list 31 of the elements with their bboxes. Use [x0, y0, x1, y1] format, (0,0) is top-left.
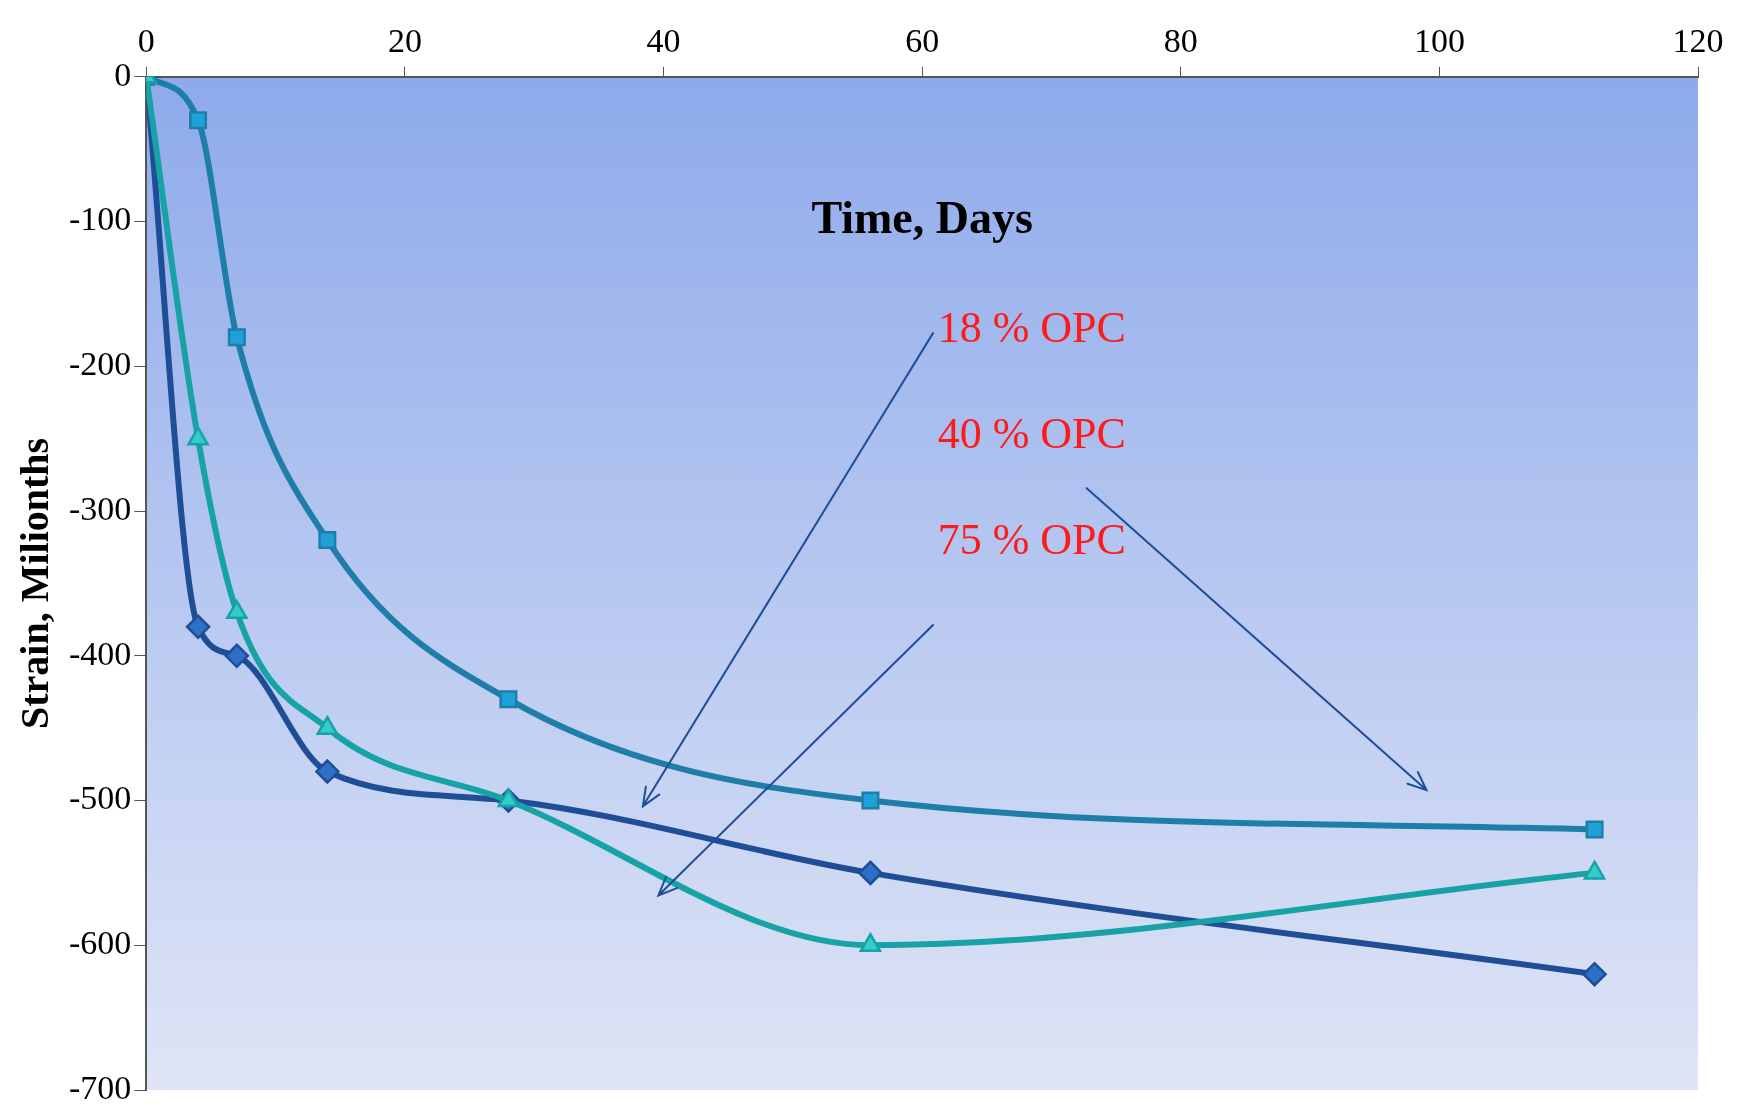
point — [861, 791, 880, 810]
y-tick-label: -700 — [68, 1068, 132, 1106]
y-axis-title: Strain, Milionths — [12, 437, 58, 729]
y-tick-label: -200 — [68, 345, 132, 383]
y-tick-label: -600 — [68, 924, 132, 962]
x-tick-label: 80 — [1163, 22, 1198, 60]
point — [499, 690, 518, 709]
x-tick-label: 120 — [1672, 22, 1724, 60]
y-tick-label: 0 — [114, 55, 132, 93]
y-tick-label: -500 — [68, 779, 132, 817]
x-tick-label: 20 — [387, 22, 422, 60]
x-axis-title: Time, Days — [811, 191, 1033, 243]
point — [185, 614, 211, 640]
point — [315, 759, 340, 784]
point — [1582, 961, 1607, 987]
y-tick-label: -100 — [68, 200, 132, 238]
y-tick-label: -400 — [68, 634, 132, 672]
point — [858, 860, 883, 886]
point — [227, 328, 246, 347]
x-tick-label: 100 — [1413, 22, 1465, 60]
annotation: 18 % OPC — [937, 302, 1126, 352]
point — [318, 530, 337, 550]
annotation: 75 % OPC — [937, 515, 1126, 565]
x-tick-label: 40 — [646, 22, 681, 60]
point — [1585, 820, 1604, 839]
annotation: 40 % OPC — [937, 409, 1126, 459]
x-tick-label: 0 — [137, 22, 155, 60]
x-tick-label: 60 — [905, 22, 940, 60]
point — [189, 111, 208, 130]
point — [224, 643, 250, 669]
y-tick-label: -300 — [68, 489, 132, 527]
